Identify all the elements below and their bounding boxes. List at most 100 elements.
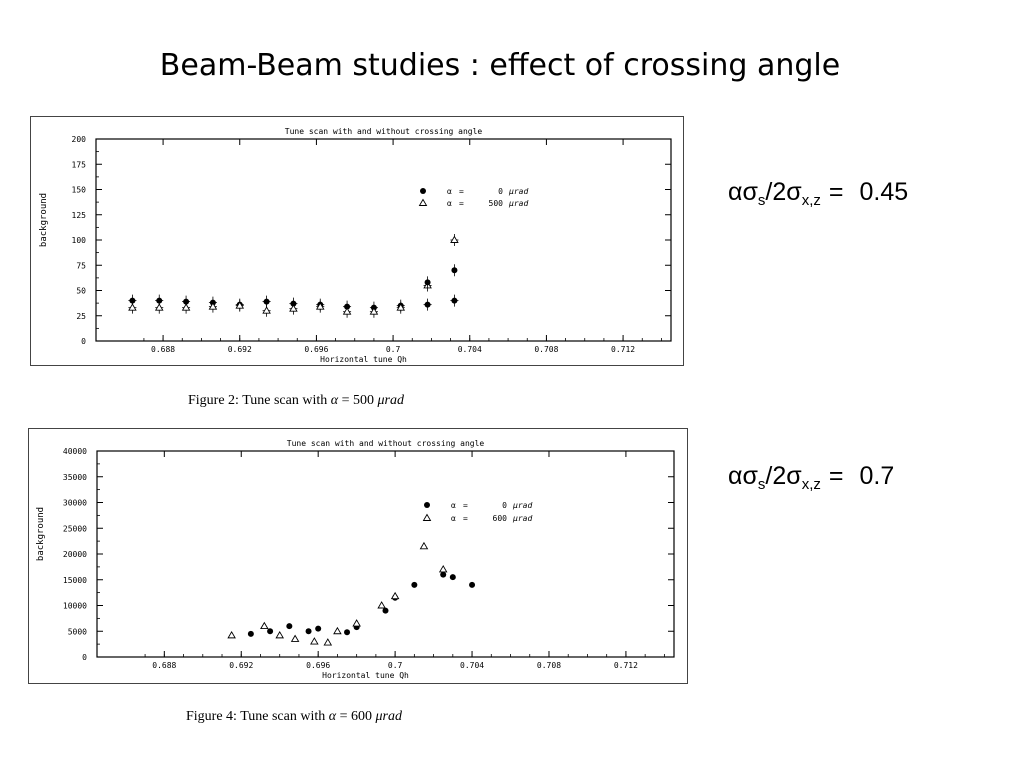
legend-equals: = [459,187,464,196]
y-tick-label: 25000 [63,524,87,533]
x-tick-label: 0.708 [534,345,558,354]
ratio-equals: = [828,178,844,206]
chart-title: Tune scan with and without crossing angl… [287,439,485,448]
ratio-sub-s: s [757,192,766,209]
legend-unit: μrad [512,501,532,510]
y-tick-label: 20000 [63,550,87,559]
data-point-series-1 [450,235,459,243]
legend-value: 500 [489,199,504,208]
data-point-series-0 [451,267,458,274]
y-tick-label: 15000 [63,576,87,585]
caption-alpha: α [330,393,339,408]
y-axis-label: background [39,193,49,247]
figure-caption-top: Figure 2: Tune scan with α = 500 μrad [188,393,404,409]
plot-frame [96,450,675,658]
data-point-series-0 [263,298,270,305]
y-axis-label: background [36,507,46,561]
legend-alpha: α [451,501,456,510]
legend-unit: μrad [512,514,532,523]
y-tick-label: 125 [72,211,87,220]
caption-text: Figure 2: Tune scan with [188,393,331,408]
data-point-series-1 [275,630,285,639]
caption-unit: μrad [377,393,404,408]
data-point-series-1 [208,302,218,310]
data-point-series-1 [419,541,429,550]
y-tick-label: 40000 [63,447,87,456]
data-point-series-1 [260,621,269,630]
caption-eq: = 500 [338,393,378,408]
y-tick-label: 75 [76,261,86,270]
legend-marker-series-1 [422,513,432,521]
x-tick-label: 0.696 [306,661,330,670]
legend-equals: = [463,514,468,523]
data-point-series-1 [128,303,137,311]
ratio-mid: /2 [765,462,787,490]
ratio-value: 0.7 [859,462,895,490]
data-point-series-0 [315,625,322,632]
legend-alpha: α [451,514,456,523]
legend-marker-series-0 [424,502,430,508]
x-tick-label: 0.692 [229,661,253,670]
y-tick-label: 0 [81,337,86,346]
ratio-alpha: α [728,178,743,206]
x-axis-label: Horizontal tune Qh [322,671,409,680]
legend-value: 0 [502,501,507,510]
ratio-value: 0.45 [859,178,909,206]
ratio-sigma: σ [742,178,758,206]
data-point-series-0 [424,279,431,286]
data-point-series-1 [323,638,333,646]
ratio-sub-xz: x,z [801,192,821,209]
data-point-series-0 [469,581,476,588]
data-point-series-1 [352,619,361,627]
data-point-series-0 [183,298,190,305]
y-tick-label: 10000 [63,602,87,611]
legend-marker-series-1 [418,198,428,206]
data-point-series-0 [449,574,456,581]
data-point-series-1 [154,303,164,311]
chart-top: Tune scan with and without crossing angl… [39,127,672,364]
ratio-mid: /2 [765,178,787,206]
data-point-series-1 [235,301,245,309]
y-tick-label: 150 [72,186,87,195]
legend-equals: = [459,199,464,208]
chart-panel-top: Tune scan with and without crossing angl… [30,116,684,366]
x-tick-label: 0.704 [460,661,484,670]
figure-caption-bottom: Figure 4: Tune scan with α = 600 μrad [186,709,402,725]
ratio-sigma-2: σ [786,462,802,490]
legend-alpha: α [447,187,452,196]
x-tick-label: 0.7 [388,661,403,670]
data-point-series-1 [396,303,406,311]
data-point-series-0 [440,571,447,578]
data-point-series-1 [310,637,319,645]
data-point-series-1 [289,304,298,312]
ratio-annotation-top: ασs/2σx,z = 0.45 [728,178,908,209]
data-point-series-1 [290,634,300,642]
ratio-alpha: α [728,462,743,490]
y-tick-label: 100 [72,236,87,245]
x-tick-label: 0.712 [611,345,635,354]
chart-title: Tune scan with and without crossing angl… [285,127,483,136]
y-tick-label: 5000 [68,627,87,636]
data-point-series-1 [369,307,379,315]
data-point-series-1 [315,302,325,310]
legend-alpha: α [447,199,452,208]
data-point-series-0 [129,297,136,304]
x-tick-label: 0.688 [152,661,176,670]
data-point-series-0 [156,297,163,304]
data-point-series-0 [382,607,389,614]
y-tick-label: 175 [72,160,87,169]
data-point-series-0 [267,628,274,635]
y-tick-label: 50 [76,287,86,296]
data-point-series-0 [286,623,293,630]
data-point-series-1 [181,303,191,311]
data-point-series-0 [344,629,351,636]
legend-value: 0 [498,187,503,196]
x-tick-label: 0.7 [386,345,401,354]
legend-marker-series-0 [420,188,426,194]
ratio-sigma-2: σ [786,178,802,206]
data-point-series-1 [390,591,400,600]
caption-alpha: α [328,709,337,724]
y-tick-label: 200 [72,135,87,144]
x-tick-label: 0.712 [614,661,638,670]
data-point-series-1 [342,307,352,315]
